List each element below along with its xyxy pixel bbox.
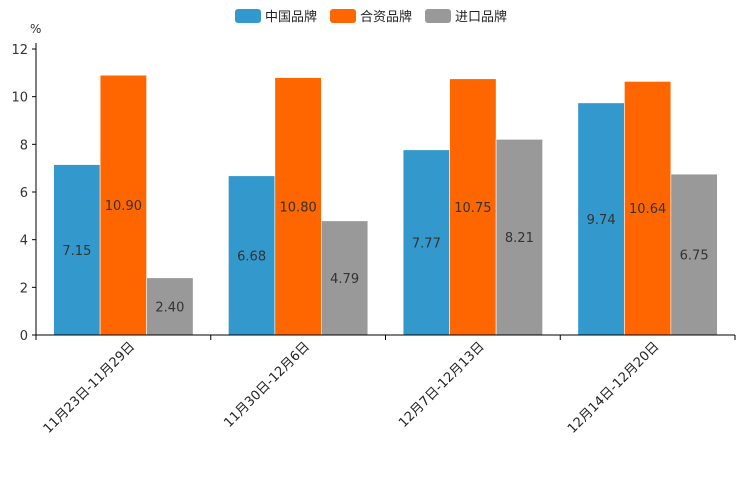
x-tick-label: 12月7日-12月13日 bbox=[396, 339, 488, 431]
y-axis: 0 2 4 6 8 10 12 bbox=[11, 43, 37, 344]
data-label: 10.90 bbox=[105, 199, 142, 214]
bar-3-2 bbox=[321, 220, 369, 336]
data-label: 4.79 bbox=[330, 272, 359, 287]
y-tick-label: 10 bbox=[11, 91, 28, 106]
legend-label: 合资品牌 bbox=[360, 9, 412, 25]
legend-swatch bbox=[330, 9, 356, 23]
bar-3-1 bbox=[146, 277, 194, 336]
data-label: 7.15 bbox=[62, 244, 91, 259]
y-tick-label: 0 bbox=[20, 329, 28, 344]
bars: 7.15 10.90 2.40 6.68 10.80 4.79 7.77 10.75 8.21 9… bbox=[53, 74, 718, 336]
legend-label: 进口品牌 bbox=[455, 9, 507, 25]
data-label: 6.68 bbox=[237, 249, 266, 264]
data-label: 2.40 bbox=[155, 300, 184, 315]
data-label: 8.21 bbox=[505, 231, 534, 246]
data-label: 7.77 bbox=[412, 236, 441, 251]
data-label: 10.64 bbox=[629, 202, 666, 217]
legend-label: 中国品牌 bbox=[265, 9, 317, 25]
bar-1-1 bbox=[53, 164, 101, 336]
y-tick-label: 12 bbox=[11, 43, 28, 58]
y-tick-label: 8 bbox=[20, 138, 28, 153]
y-tick-label: 6 bbox=[20, 186, 28, 201]
bar-3-4 bbox=[670, 173, 718, 336]
bar-2-4 bbox=[624, 81, 672, 336]
bar-1-3 bbox=[402, 149, 450, 336]
y-axis-label: % bbox=[30, 22, 41, 36]
y-tick-label: 2 bbox=[20, 281, 28, 296]
x-tick-label: 11月23日-11月29日 bbox=[41, 339, 138, 436]
x-tick-label: 11月30日-12月6日 bbox=[221, 339, 313, 431]
bar-2-1 bbox=[99, 74, 147, 336]
data-label: 6.75 bbox=[680, 249, 709, 264]
data-label: 9.74 bbox=[587, 213, 616, 228]
bar-2-2 bbox=[274, 77, 322, 336]
x-tick-label: 12月14日-12月20日 bbox=[565, 339, 662, 436]
legend: 中国品牌 合资品牌 进口品牌 bbox=[235, 9, 507, 25]
bar-2-3 bbox=[449, 78, 497, 336]
x-axis: 11月23日-11月29日 11月30日-12月6日 12月7日-12月13日 12月… bbox=[35, 334, 736, 437]
legend-swatch bbox=[235, 9, 261, 23]
y-tick-label: 4 bbox=[20, 234, 28, 249]
data-label: 10.75 bbox=[454, 201, 491, 216]
legend-swatch bbox=[425, 9, 451, 23]
data-label: 10.80 bbox=[280, 200, 317, 215]
